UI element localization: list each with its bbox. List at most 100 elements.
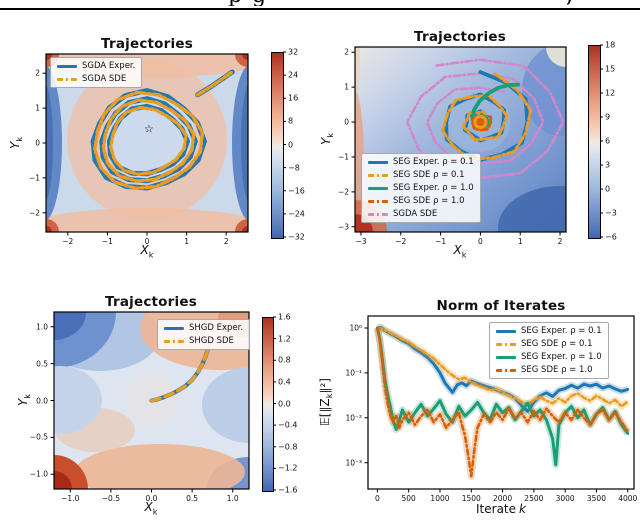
tick-label-x: 2000	[493, 494, 513, 503]
colorbar-tick-label: 8	[288, 116, 294, 126]
tick-label-x: 3500	[586, 494, 606, 503]
tick-label-y: −1	[337, 152, 349, 162]
tick-label-x: −1.0	[61, 494, 80, 503]
sgda-sde-loop-outer	[92, 90, 205, 191]
tick-label-y: 0.0	[36, 396, 48, 405]
colorbar-tick-label: 1.6	[278, 312, 291, 322]
colorbar-tick-label: 16	[288, 93, 299, 103]
colorbar-tick-label: 6	[605, 136, 611, 146]
colorbar-tick-label: 0	[605, 184, 611, 194]
y-axis-label-shgd: Yk	[16, 394, 32, 406]
tick-label-y: 0.5	[36, 359, 48, 369]
tick-label-y: −1.0	[29, 469, 48, 479]
ylabel-post: ∥²]	[317, 378, 332, 394]
x-axis-label-shgd: Xk	[145, 500, 158, 516]
tick-label-y: 1	[344, 82, 349, 92]
colorbar-tick-label: 0.8	[278, 355, 291, 365]
tick-label-x: 2	[223, 237, 229, 246]
colorbar-tick-label: 18	[605, 40, 616, 50]
tick-label-y: 0	[344, 117, 349, 127]
colorbar-tick-label: 0.4	[278, 377, 291, 387]
legend-swatch-solid	[57, 64, 77, 68]
legend-label: SGDA SDE	[82, 74, 127, 84]
colorbar-tick-label: −16	[288, 186, 305, 196]
legend-bl: SHGD Exper. SHGD SDE	[157, 319, 251, 350]
legend-item: SEG Exper. ρ = 1.0	[496, 352, 602, 362]
xlabel-var: X	[140, 243, 149, 257]
ylabel-var: Y	[15, 398, 30, 407]
sgda-sde-loop-mid	[101, 98, 196, 183]
colorbar-tick-label: −0.4	[278, 420, 298, 430]
legend-item: SEG Exper. ρ = 1.0	[368, 183, 474, 193]
tick-label-x: 1500	[461, 494, 481, 503]
tick-label-y: 10⁻³	[345, 458, 362, 468]
colorbar-tick-label: 1.2	[278, 334, 291, 344]
xlabel-sub: k	[152, 506, 158, 517]
xlabel-sub: k	[461, 249, 467, 260]
colorbar-tick-label: −1.6	[278, 485, 298, 495]
tick-label-x: −3	[355, 237, 367, 246]
tick-label-x: 1000	[430, 494, 450, 503]
legend-tr: SEG Exper. ρ = 0.1 SEG SDE ρ = 0.1 SEG Exp…	[361, 153, 481, 223]
legend-label: SEG Exper. ρ = 1.0	[521, 352, 602, 362]
legend-swatch-solid	[164, 326, 184, 330]
legend-item: SEG SDE ρ = 0.1	[496, 339, 602, 349]
colorbar-tick-label: 3	[605, 160, 611, 170]
tick-label-x: 3000	[555, 494, 575, 503]
legend-tl: SGDA Exper. SGDA SDE	[50, 57, 143, 88]
header-glyph-fragment: p	[228, 0, 242, 6]
x-axis-label-seg: Xk	[454, 243, 467, 259]
colorbar-tick-label: 15	[605, 64, 616, 74]
tick-label-y: −1	[28, 173, 40, 183]
tick-label-y: −2	[28, 208, 40, 218]
tick-label-y: 1.0	[36, 322, 48, 332]
legend-item: SEG SDE ρ = 1.0	[496, 365, 602, 375]
colorbar-shgd	[262, 317, 274, 492]
tick-label-x: 0	[144, 237, 150, 246]
colorbar-sgda	[271, 52, 284, 239]
colorbar-tick-label: 24	[288, 70, 299, 80]
legend-swatch-dashdot	[57, 77, 77, 81]
ylabel-var: Y	[7, 141, 22, 150]
colorbar-tick-label: 9	[605, 112, 611, 122]
tick-label-y: 2	[35, 68, 40, 78]
tick-label-x: −1	[435, 237, 447, 246]
legend-swatch-dashdot	[368, 173, 388, 177]
ylabel-var: Y	[318, 137, 333, 146]
colorbar-tick-label: 32	[288, 47, 299, 57]
tick-label-x: −0.5	[101, 494, 120, 503]
legend-label: SEG SDE ρ = 0.1	[393, 170, 465, 180]
y-axis-label-seg: Yk	[319, 133, 335, 145]
tick-label-x: −2	[395, 237, 407, 246]
legend-swatch-dashdot	[496, 368, 516, 372]
header-rule	[0, 8, 640, 10]
tick-label-x: 2500	[524, 494, 544, 503]
tick-label-x: 4000	[618, 494, 638, 503]
subplot-title-seg: Trajectories	[414, 29, 506, 45]
legend-item: SHGD Exper.	[164, 323, 243, 333]
legend-item: SGDA Exper.	[57, 61, 135, 71]
cropped-header-text: p g ,	[0, 0, 640, 6]
tick-label-x: −1	[101, 237, 113, 246]
ylabel-pre: 𝔼[∥Z	[317, 398, 332, 426]
colorbar-tick-label: −3	[605, 208, 617, 218]
header-glyph-fragment: ,	[566, 0, 573, 6]
xlabel-var: X	[453, 243, 462, 257]
colorbar-tick-label: −1.2	[278, 463, 298, 473]
legend-label: SEG SDE ρ = 1.0	[521, 365, 593, 375]
star-marker: ☆	[144, 122, 154, 136]
shgd-sde-path	[149, 348, 210, 403]
sgda-sde-tail	[195, 70, 234, 97]
legend-swatch-dashdot	[368, 199, 388, 203]
legend-label: SGDA SDE	[393, 209, 438, 219]
legend-swatch-solid	[496, 355, 516, 359]
legend-swatch-solid	[496, 329, 516, 333]
seg-sde-10-norm	[376, 326, 630, 478]
legend-label: SEG Exper. ρ = 0.1	[393, 157, 474, 167]
legend-swatch-dashdot	[164, 339, 184, 343]
colorbar-tick-label: 0	[288, 140, 294, 149]
colorbar-tick-label: −0.8	[278, 442, 298, 452]
legend-item: SEG SDE ρ = 0.1	[368, 170, 474, 180]
colorbar-tick-label: −32	[288, 232, 305, 242]
